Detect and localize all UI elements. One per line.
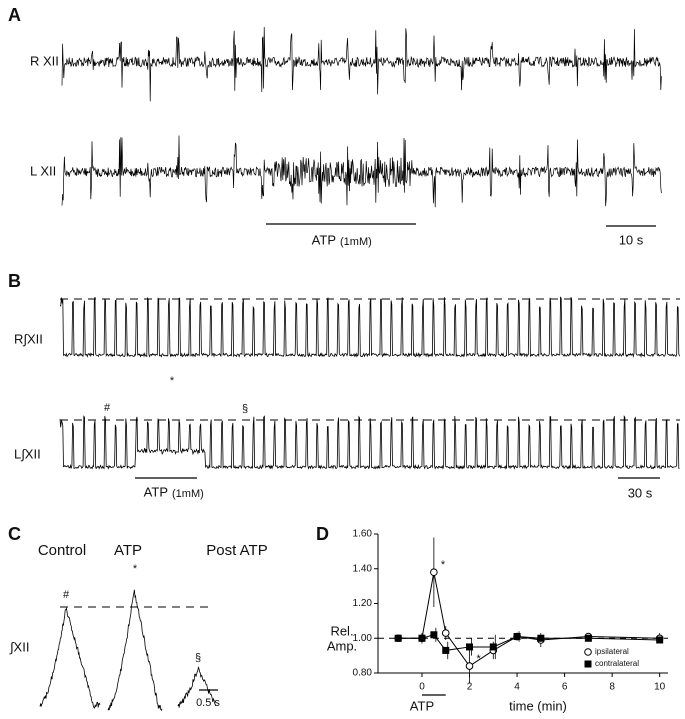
mark: § <box>242 403 248 415</box>
trace-label: L XII <box>30 163 56 178</box>
x-tick-label: 6 <box>562 682 568 693</box>
nerve-trace <box>61 26 662 102</box>
x-axis-label: time (min) <box>509 698 567 713</box>
legend-marker <box>584 660 592 668</box>
trace-label: R∫XII <box>14 331 43 346</box>
y-tick-label: 0.80 <box>353 668 373 679</box>
condition-label: Control <box>38 542 86 559</box>
point <box>418 634 426 642</box>
trace-label: R XII <box>30 53 59 68</box>
y-tick-label: 1.60 <box>353 529 373 540</box>
trace-label: ∫XII <box>9 639 29 654</box>
point <box>466 643 474 651</box>
x-tick-label: 2 <box>467 682 473 693</box>
x-tick-label: 8 <box>609 682 615 693</box>
mark: # <box>63 589 70 601</box>
stimulus-dose: (1mM) <box>340 236 372 248</box>
point <box>430 568 438 577</box>
point <box>537 634 545 642</box>
legend-label: ipsilateral <box>595 647 629 656</box>
y-tick-label: 1.40 <box>353 563 373 574</box>
trace-label: L∫XII <box>14 446 41 461</box>
stimulus-label: ATP <box>410 698 434 713</box>
burst-trace <box>177 666 217 708</box>
y-axis-label: Rel. <box>330 623 353 638</box>
point-label: * <box>441 559 446 571</box>
stimulus-label: ATP <box>312 232 336 247</box>
integrated-trace <box>59 415 680 470</box>
point <box>656 636 664 644</box>
x-tick-label: 4 <box>514 682 520 693</box>
y-tick-label: 1.20 <box>353 598 373 609</box>
x-tick-label: 0 <box>419 682 425 693</box>
stimulus-label: ATP <box>144 484 168 499</box>
point <box>513 633 521 641</box>
point <box>441 629 450 637</box>
point <box>442 646 450 654</box>
scale-bar-label: 10 s <box>619 232 644 247</box>
burst-trace <box>39 606 101 709</box>
panel-label: B <box>8 271 21 291</box>
scale-bar-label: 0.5 s <box>196 697 220 709</box>
nerve-trace <box>61 135 662 208</box>
panel-label: A <box>8 5 21 25</box>
mark: § <box>195 652 201 664</box>
legend-marker <box>584 648 592 656</box>
y-tick-label: 1.00 <box>353 633 373 644</box>
panel-label: C <box>8 524 21 544</box>
point <box>584 634 592 642</box>
x-tick-label: 10 <box>654 682 666 693</box>
legend-label: contralateral <box>595 659 639 668</box>
y-axis-label: Amp. <box>327 638 357 653</box>
point <box>394 634 402 642</box>
point-label: * <box>477 653 482 665</box>
panel-label: D <box>316 524 329 544</box>
integrated-trace <box>59 296 680 358</box>
point <box>489 643 497 651</box>
condition-label: Post ATP <box>206 542 267 559</box>
burst-trace <box>107 589 163 712</box>
mark: # <box>104 402 111 414</box>
stimulus-dose: (1mM) <box>172 488 204 500</box>
mark: * <box>170 375 175 387</box>
point <box>465 662 474 670</box>
series-line <box>398 634 660 651</box>
condition-label: ATP <box>114 542 142 559</box>
scale-bar-label: 30 s <box>628 485 653 500</box>
point <box>430 631 438 639</box>
mark: * <box>133 563 138 575</box>
